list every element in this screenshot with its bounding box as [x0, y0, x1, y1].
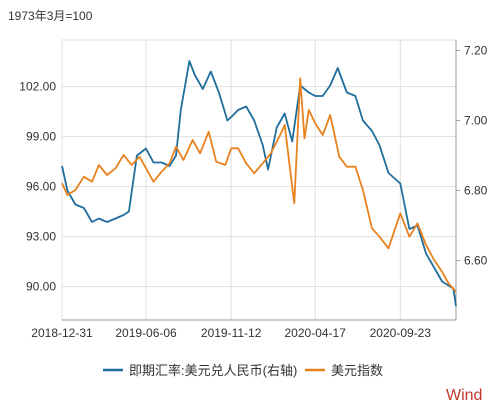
left-tick-label: 90.00	[26, 280, 56, 294]
right-tick-label: 6.80	[464, 184, 488, 198]
x-tick-label: 2020-09-23	[370, 326, 432, 340]
usdcny-series-line	[61, 60, 457, 307]
dollar-index-series-line	[61, 77, 457, 293]
legend-label: 美元指数	[331, 363, 383, 378]
axes: 90.00 93.00 96.00 99.00 102.00 6.60 6.80 7.00 7.…	[19, 40, 488, 340]
right-tick-label: 6.60	[464, 254, 488, 268]
legend-label: 即期汇率:美元兑人民币(右轴)	[129, 363, 297, 378]
source-label: Wind	[446, 387, 482, 404]
left-tick-label: 93.00	[26, 230, 56, 244]
left-axis-note: 1973年3月=100	[8, 9, 93, 23]
left-tick-label: 99.00	[26, 130, 56, 144]
series-lines	[61, 60, 457, 307]
x-tick-label: 2020-04-17	[285, 326, 347, 340]
x-tick-label: 2019-11-12	[201, 326, 262, 340]
x-tick-label: 2019-06-06	[115, 326, 177, 340]
right-tick-label: 7.20	[464, 44, 488, 58]
left-tick-label: 102.00	[19, 80, 56, 94]
legend: 即期汇率:美元兑人民币(右轴) 美元指数	[103, 363, 383, 378]
left-tick-label: 96.00	[26, 180, 56, 194]
x-tick-label: 2018-12-31	[31, 326, 93, 340]
right-tick-label: 7.00	[464, 114, 488, 128]
